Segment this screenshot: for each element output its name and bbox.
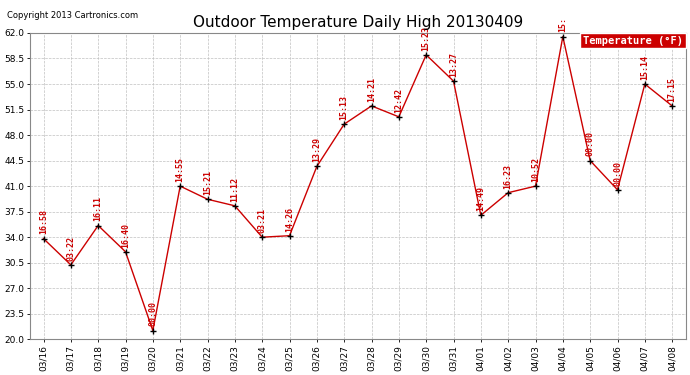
Text: Temperature (°F): Temperature (°F)	[583, 36, 683, 46]
Text: 15:13: 15:13	[339, 95, 348, 120]
Text: 15:14: 15:14	[640, 55, 649, 80]
Text: 10:52: 10:52	[531, 157, 540, 182]
Text: 16:58: 16:58	[39, 210, 48, 234]
Text: 12:42: 12:42	[395, 88, 404, 112]
Text: 00:00: 00:00	[148, 302, 157, 326]
Text: 00:00: 00:00	[586, 131, 595, 156]
Text: 15:21: 15:21	[203, 170, 212, 195]
Text: 16:11: 16:11	[94, 196, 103, 221]
Text: 14:21: 14:21	[367, 77, 376, 102]
Text: 15:23: 15:23	[422, 26, 431, 51]
Text: 14:49: 14:49	[476, 186, 485, 211]
Text: 11:12: 11:12	[230, 177, 239, 202]
Text: 17:15: 17:15	[668, 77, 677, 102]
Text: 00:00: 00:00	[613, 160, 622, 186]
Text: 13:29: 13:29	[313, 137, 322, 162]
Text: 16:40: 16:40	[121, 223, 130, 248]
Title: Outdoor Temperature Daily High 20130409: Outdoor Temperature Daily High 20130409	[193, 15, 523, 30]
Text: 14:26: 14:26	[285, 207, 294, 231]
Text: 16:23: 16:23	[504, 164, 513, 189]
Text: 15:: 15:	[558, 18, 567, 33]
Text: Copyright 2013 Cartronics.com: Copyright 2013 Cartronics.com	[7, 11, 138, 20]
Text: 13:27: 13:27	[449, 52, 458, 77]
Text: 03:22: 03:22	[66, 236, 75, 261]
Text: 14:55: 14:55	[176, 157, 185, 182]
Text: 03:21: 03:21	[257, 208, 266, 233]
